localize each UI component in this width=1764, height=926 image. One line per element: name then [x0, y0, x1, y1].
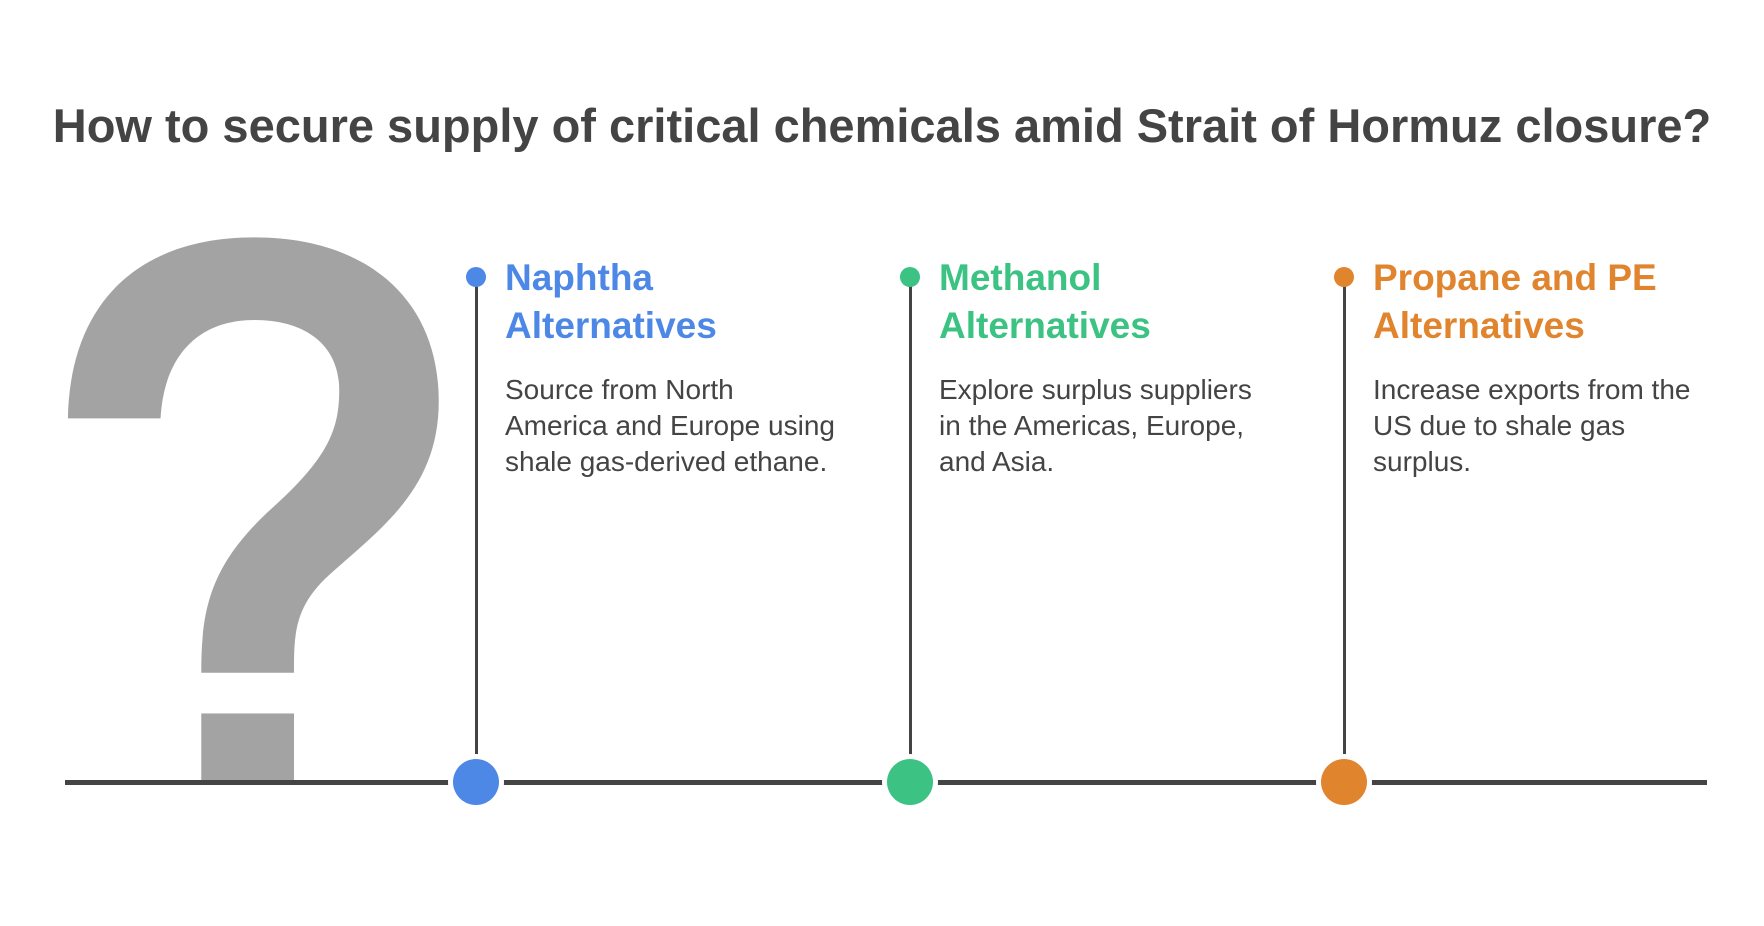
description-naphtha: Source from North America and Europe usi… — [505, 374, 835, 477]
heading-methanol: Methanol Alternatives — [939, 254, 1359, 350]
connector-line-methanol — [909, 277, 912, 782]
heading-line: Alternatives — [1373, 305, 1585, 346]
question-mark-hook — [67, 237, 439, 673]
heading-line: Alternatives — [505, 305, 717, 346]
page-title: How to secure supply of critical chemica… — [52, 99, 1712, 152]
heading-propane: Propane and PE Alternatives — [1373, 254, 1764, 350]
marker-top-methanol — [900, 267, 920, 287]
description-propane: Increase exports from the US due to shal… — [1373, 374, 1691, 477]
heading-naphtha: Naphtha Alternatives — [505, 254, 925, 350]
description-methanol: Explore surplus suppliers in the America… — [939, 374, 1252, 477]
marker-top-naphtha — [466, 267, 486, 287]
timeline-node-naphtha — [453, 759, 499, 805]
heading-line: Alternatives — [939, 305, 1151, 346]
heading-line: Naphtha — [505, 257, 653, 298]
connector-line-propane — [1343, 277, 1346, 782]
question-mark-dot — [201, 713, 294, 783]
marker-top-propane — [1334, 267, 1354, 287]
timeline-node-methanol — [887, 759, 933, 805]
connector-line-naphtha — [475, 277, 478, 782]
heading-line: Methanol — [939, 257, 1102, 298]
timeline-axis — [65, 780, 1707, 785]
timeline-node-propane — [1321, 759, 1367, 805]
heading-line: Propane and PE — [1373, 257, 1657, 298]
